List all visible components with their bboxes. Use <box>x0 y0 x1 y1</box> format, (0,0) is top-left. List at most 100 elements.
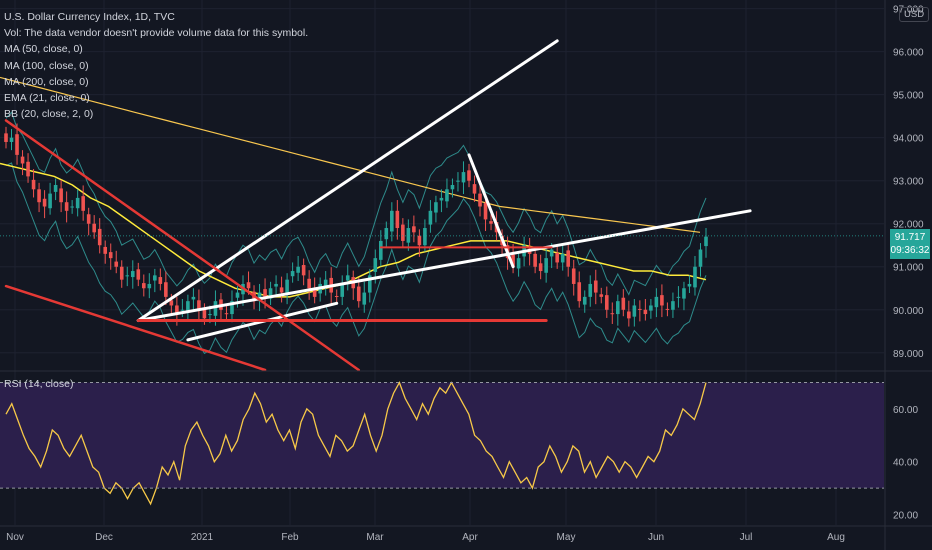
candle-body <box>323 279 328 286</box>
candle-body <box>340 283 345 297</box>
rsi-path <box>5 381 707 506</box>
candle-body <box>257 292 262 302</box>
candle-body <box>616 301 620 315</box>
candle-body <box>97 228 102 246</box>
candle-body <box>180 309 185 311</box>
candle-body <box>367 275 372 293</box>
candle-body <box>445 189 449 202</box>
downtrend-upper[interactable] <box>4 119 361 372</box>
time-tick-label: Jul <box>740 532 753 543</box>
candle-body <box>417 235 422 246</box>
candle-body <box>70 206 74 208</box>
candle-body <box>384 228 389 240</box>
candle-body <box>450 185 455 190</box>
candle-body <box>191 296 196 300</box>
candle-body <box>627 311 631 319</box>
candle-body <box>108 252 113 259</box>
candle-body <box>136 269 141 280</box>
time-tick-label: Feb <box>281 532 299 543</box>
candle-body <box>560 253 565 263</box>
time-tick-label: May <box>557 532 576 543</box>
downtrend-lower[interactable] <box>4 284 267 372</box>
candle-body <box>538 263 543 272</box>
candle-body <box>86 214 91 224</box>
candle-body <box>649 305 653 311</box>
candle-body <box>610 313 615 315</box>
candle-body <box>175 305 179 315</box>
candle-body <box>296 266 300 273</box>
rsi-label[interactable]: RSI (14, close) <box>4 378 74 390</box>
price-tick-label: 93.000 <box>893 177 924 188</box>
bb-upper <box>5 111 707 296</box>
candle-body <box>141 283 146 289</box>
candle-body <box>693 266 697 288</box>
candle-body <box>208 314 212 316</box>
candle-body <box>53 185 58 192</box>
time-tick-label: Jun <box>648 532 664 543</box>
candle-body <box>20 156 25 164</box>
bb-lower <box>5 162 707 355</box>
rsi-tick-label: 60.00 <box>893 405 918 416</box>
candle-body <box>390 210 394 232</box>
last-price: 91.717 <box>894 232 926 243</box>
candle-body <box>356 286 361 302</box>
price-tick-label: 97.000 <box>893 5 924 16</box>
candle-body <box>660 295 664 306</box>
candle-body <box>461 172 466 183</box>
candle-body <box>301 265 306 276</box>
candle-body <box>9 137 14 142</box>
candle-body <box>274 283 278 287</box>
candle-body <box>638 308 642 310</box>
candle-body <box>373 258 378 272</box>
candle-body <box>467 170 471 181</box>
candle-body <box>406 228 411 243</box>
candle-body <box>456 180 460 182</box>
candle-body <box>682 288 686 299</box>
candle-body <box>544 258 548 273</box>
ma200-line <box>0 76 701 233</box>
candle-body <box>599 294 604 297</box>
candle-body <box>125 275 130 277</box>
time-tick-label: Aug <box>827 532 845 543</box>
candle-body <box>549 249 554 257</box>
candle-body <box>59 188 63 203</box>
candle-body <box>412 226 416 233</box>
currency-button[interactable]: USD <box>899 7 930 22</box>
candle-body <box>92 223 96 233</box>
candle-body <box>15 134 19 155</box>
candle-body <box>279 287 284 293</box>
candle-body <box>26 161 30 177</box>
candle-body <box>395 210 400 229</box>
candle-body <box>130 271 135 278</box>
trendlines[interactable] <box>4 39 752 372</box>
candle-body <box>588 283 593 297</box>
candle-body <box>632 305 637 317</box>
candle-body <box>434 202 438 213</box>
rising-wedge-upper[interactable] <box>136 39 559 323</box>
candles <box>4 123 708 327</box>
candle-body <box>103 246 108 254</box>
candle-body <box>511 254 515 267</box>
candle-body <box>478 193 482 207</box>
last-price-tag: 91.717 09:36:32 <box>890 229 930 259</box>
rsi-tick-label: 40.00 <box>893 458 918 469</box>
time-tick-label: Nov <box>6 532 24 543</box>
candle-body <box>158 277 163 284</box>
rising-wedge-lower[interactable] <box>136 209 752 323</box>
candle-body <box>439 197 444 201</box>
candle-body <box>213 301 218 316</box>
candle-body <box>312 288 317 297</box>
candle-body <box>704 236 708 247</box>
candle-body <box>197 300 201 310</box>
breakdown-line[interactable] <box>467 153 515 269</box>
candle-body <box>621 297 626 310</box>
candle-body <box>483 203 488 220</box>
candle-body <box>186 301 190 312</box>
candle-body <box>516 258 521 269</box>
candle-body <box>665 308 670 310</box>
time-tick-label: Dec <box>95 532 113 543</box>
candle-body <box>48 193 52 209</box>
candle-body <box>687 283 692 287</box>
